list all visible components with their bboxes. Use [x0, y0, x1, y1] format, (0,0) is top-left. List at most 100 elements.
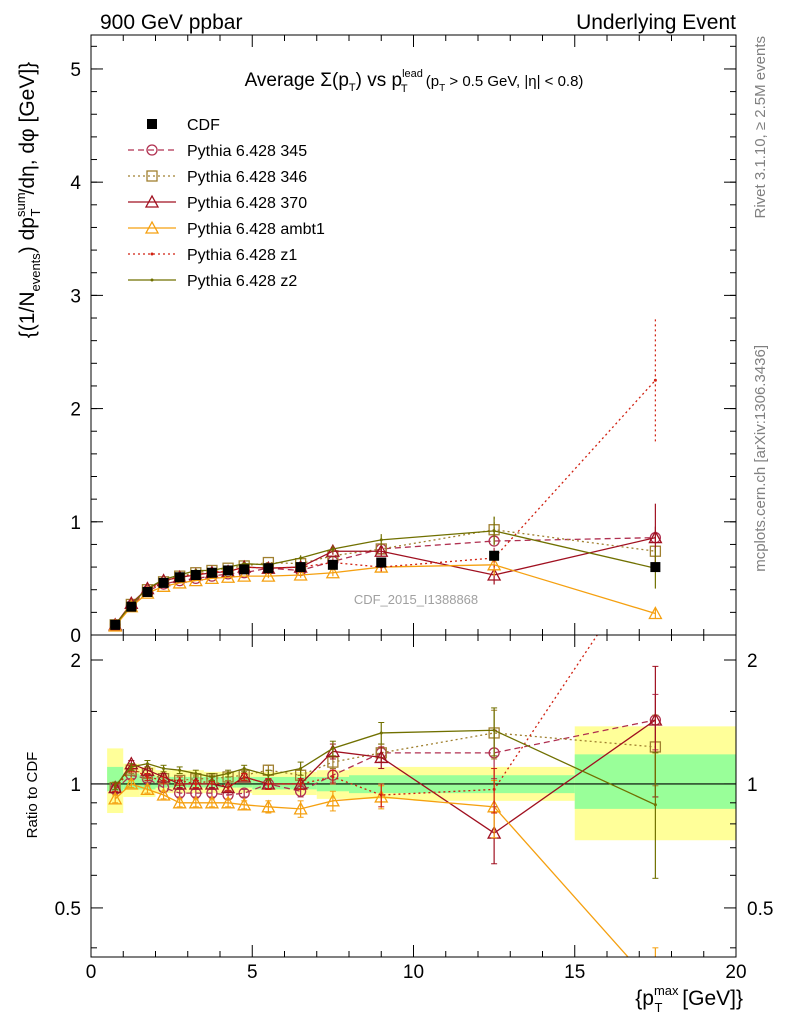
ratio-y-tick-label-right: 1 [747, 775, 758, 796]
ratio-point-pythia-6-428-ambt1 [293, 801, 308, 815]
legend-marker-cdf [147, 119, 157, 129]
y-tick-label: 0 [70, 626, 81, 647]
cdf-point [110, 619, 121, 630]
series-point-pythia-6-428-z1 [653, 378, 657, 382]
ylabel-b: ) dp [16, 217, 39, 253]
ylabel-b-sup: sum [13, 192, 28, 217]
ratio-point-pythia-6-428-z2 [242, 767, 246, 771]
ratio-point-pythia-6-428-ambt1 [237, 797, 252, 811]
ratio-point-pythia-6-428-z1 [178, 778, 182, 782]
ratio-point-pythia-6-428-z2 [210, 775, 214, 779]
series-point-pythia-6-428-370 [325, 543, 340, 557]
ratio-point-pythia-6-428-z2 [113, 784, 117, 788]
legend-marker-pythia-6-428-346 [146, 170, 158, 182]
xlabel-sub: T [655, 1000, 663, 1015]
ratio-point-pythia-6-428-z2 [299, 767, 303, 771]
series-point-pythia-6-428-370 [648, 530, 663, 544]
series-point-pythia-6-428-370 [374, 543, 389, 557]
series-point-pythia-6-428-ambt1 [188, 573, 203, 587]
series-point-pythia-6-428-ambt1 [220, 569, 236, 583]
title-prefix: Average [245, 70, 321, 91]
series-point-pythia-6-428-ambt1 [172, 575, 187, 589]
ratio-series-pythia-6-428-ambt1 [108, 776, 659, 957]
header-right: Underlying Event [576, 11, 736, 34]
ratio-point-pythia-6-428-ambt1 [140, 782, 155, 796]
ratio-y-tick-label-right: 0.5 [747, 899, 773, 920]
ratio-series-pythia-6-428-z2 [112, 707, 659, 879]
ylabel-b-sub: T [28, 208, 43, 216]
legend-marker-pythia-6-428-ambt1 [144, 220, 160, 234]
y-tick-label: 2 [70, 400, 81, 421]
ratio-point-pythia-6-428-370 [237, 769, 252, 783]
ratio-point-pythia-6-428-ambt1 [188, 795, 203, 809]
ratio-point-pythia-6-428-z2 [194, 772, 198, 776]
series-point-pythia-6-428-370 [487, 567, 502, 581]
ratio-point-pythia-6-428-z2 [492, 728, 496, 732]
legend-label-pythia-6-428-346: Pythia 6.428 346 [187, 169, 307, 186]
title-sigma: Σ(p [320, 70, 349, 91]
plot-title: Average Σ(pT) vs plead T (pT > 0.5 GeV, |… [245, 68, 584, 95]
ratio-point-pythia-6-428-ambt1 [156, 787, 171, 801]
y-tick-label: 5 [70, 60, 81, 81]
cdf-point [158, 577, 169, 588]
legend-label-pythia-6-428-345: Pythia 6.428 345 [187, 143, 307, 160]
cdf-point [239, 564, 250, 575]
ratio-point-pythia-6-428-z1 [379, 793, 383, 797]
ratio-point-pythia-6-428-z1 [299, 782, 303, 786]
cdf-point [142, 586, 153, 597]
series-point-pythia-6-428-z2 [299, 556, 303, 560]
series-point-pythia-6-428-ambt1 [237, 568, 252, 582]
cdf-point [376, 557, 387, 568]
ratio-point-pythia-6-428-ambt1 [108, 791, 123, 805]
ratio-y-tick-label: 1 [70, 775, 81, 796]
ratio-point-pythia-6-428-370 [648, 712, 663, 726]
ylabel-a: {(1/N [16, 292, 39, 339]
xlabel-a: {p [635, 987, 654, 1010]
x-tick-label: 20 [725, 962, 746, 983]
cdf-point [206, 567, 217, 578]
series-point-pythia-6-428-z2 [492, 529, 496, 533]
legend-marker-pythia-6-428-z2 [150, 278, 154, 282]
ylabel-c: /dη, dφ [GeV]} [16, 62, 39, 195]
cdf-point [650, 562, 661, 573]
y-tick-label: 1 [70, 513, 81, 534]
ratio-point-pythia-6-428-z1 [162, 778, 166, 782]
main-axes: 0 1 2 3 4 5 [70, 35, 737, 647]
ratio-y-tick-label: 0.5 [55, 899, 81, 920]
y-axis-label-ratio: Ratio to CDF [24, 752, 41, 839]
cdf-point [295, 562, 306, 573]
title-cut-rest: > 0.5 GeV, |η| < 0.8) [445, 73, 583, 90]
title-mid: ) vs p [356, 70, 402, 91]
ratio-point-pythia-6-428-z1 [194, 782, 198, 786]
series-point-pythia-6-428-ambt1 [261, 568, 276, 582]
ratio-point-pythia-6-428-z2 [145, 762, 149, 766]
cdf-point [327, 559, 338, 570]
x-axis-label: {pmax T [GeV]} [635, 983, 743, 1015]
title-cut-open: (p [422, 73, 440, 90]
ylabel-a-sub: events [28, 253, 43, 292]
title-lead-sub: T [401, 83, 408, 95]
ratio-point-pythia-6-428-370 [220, 780, 236, 794]
ratio-point-pythia-6-428-ambt1 [261, 799, 276, 813]
ratio-point-pythia-6-428-z2 [331, 746, 335, 750]
rivet-label: Rivet 3.1.10, ≥ 2.5M events [752, 36, 769, 219]
cdf-point [174, 572, 185, 583]
legend-marker-pythia-6-428-z1 [150, 252, 154, 256]
cdf-point [190, 570, 201, 580]
ratio-point-pythia-6-428-ambt1 [124, 776, 139, 790]
x-tick-label: 5 [247, 962, 258, 983]
title-lead-sup: lead [402, 68, 423, 80]
ratio-point-pythia-6-428-ambt1 [220, 795, 236, 809]
series-point-pythia-6-428-ambt1 [487, 557, 502, 571]
legend-marker-pythia-6-428-345 [146, 144, 158, 156]
ratio-data-layer [91, 635, 736, 957]
ratio-panel: 0 5 10 15 20 0.5 0.5 1 1 2 2 [55, 634, 773, 983]
series-point-pythia-6-428-z2 [331, 547, 335, 551]
ratio-y-tick-label-right: 2 [747, 651, 758, 672]
series-cdf [110, 550, 661, 630]
ratio-point-pythia-6-428-z2 [178, 768, 182, 772]
cdf-point [223, 565, 234, 576]
series-point-pythia-6-428-z2 [379, 538, 383, 542]
legend-label-pythia-6-428-370: Pythia 6.428 370 [187, 195, 307, 212]
ratio-point-pythia-6-428-370 [374, 750, 389, 764]
